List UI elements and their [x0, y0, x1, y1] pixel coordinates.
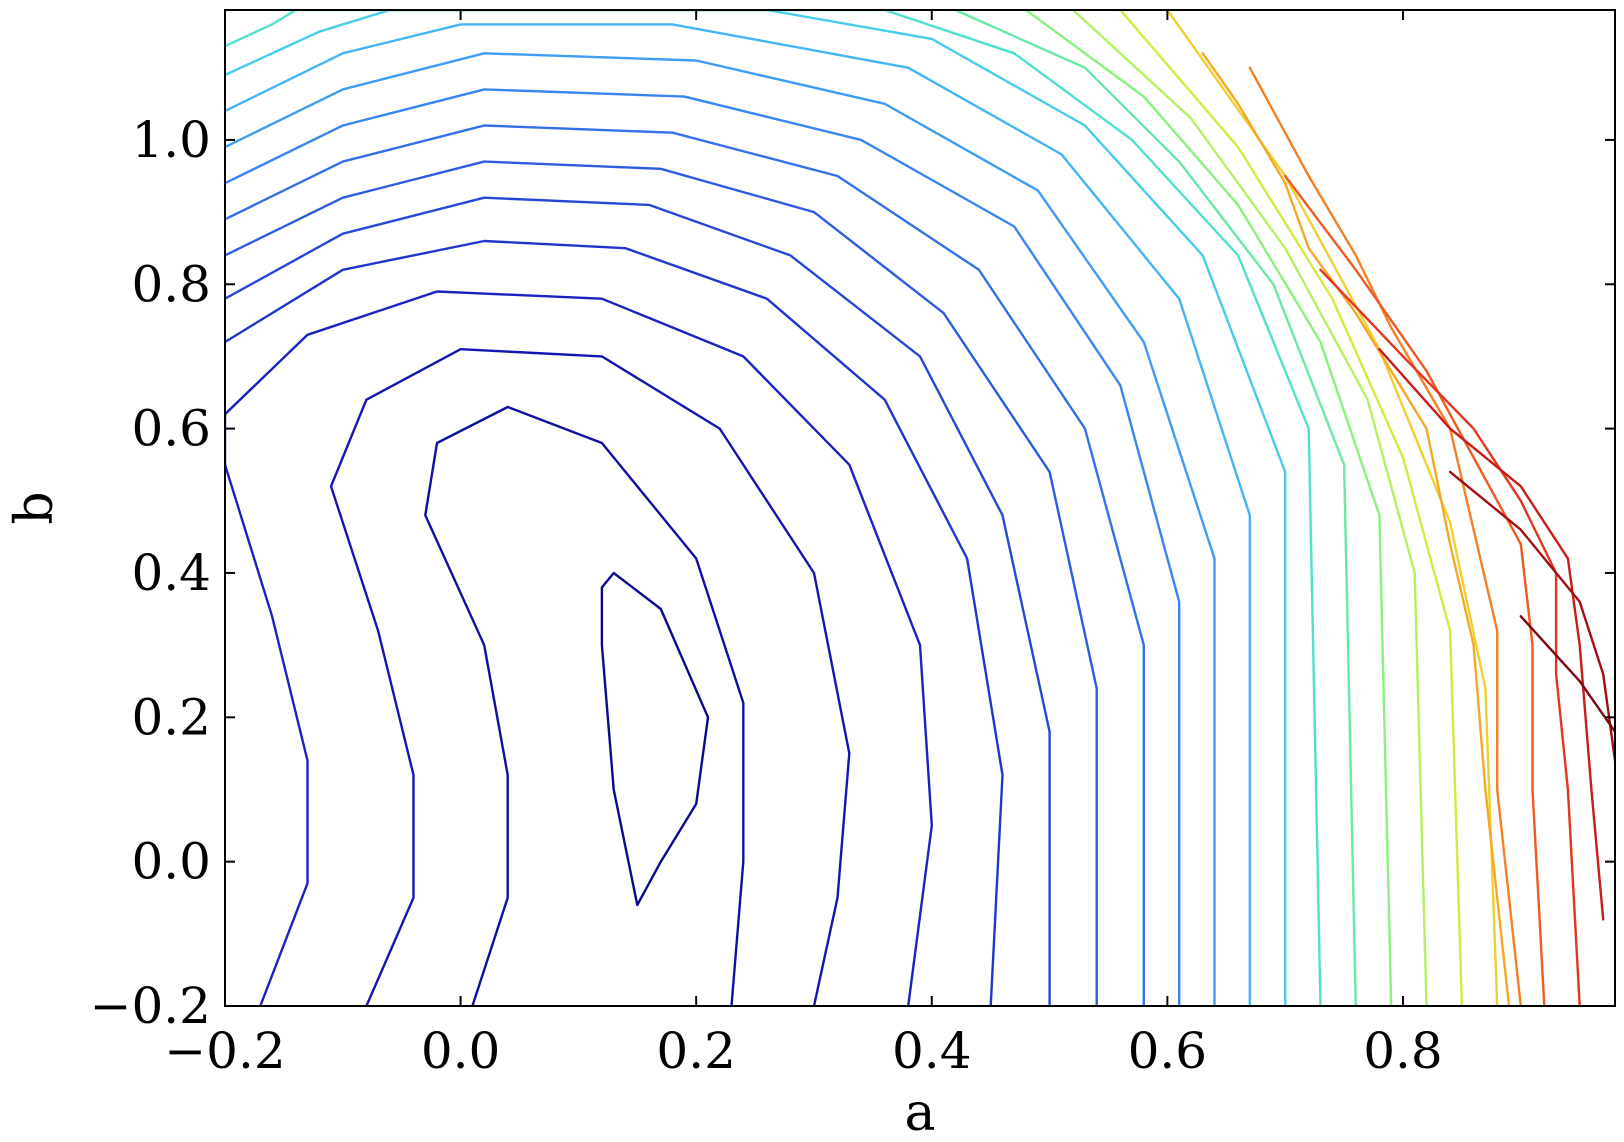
contour-level-1 [600, 571, 710, 907]
plot-frame [224, 9, 1616, 1007]
contour-level-8 [225, 124, 1146, 1006]
contour-level-7 [225, 160, 1098, 1006]
contour-level-6 [225, 196, 1051, 1006]
y-tick-label: 0.0 [131, 833, 211, 891]
contour-level-17 [1119, 10, 1464, 1006]
contour-level-10 [225, 52, 1216, 1006]
contour-level-13 [225, 10, 1322, 1006]
contour-level-18 [1166, 10, 1499, 1006]
contour-level-24 [1448, 470, 1615, 762]
contour-level-12 [225, 10, 1287, 1006]
contour-level-11 [225, 23, 1252, 1006]
contour-level-14 [954, 10, 1358, 1006]
x-tick-label: 0.8 [1363, 1022, 1443, 1080]
x-tick-label: 0.0 [421, 1022, 501, 1080]
x-tick-label: 0.6 [1128, 1022, 1208, 1080]
y-tick-label: 0.8 [131, 255, 211, 313]
contour-lines [225, 10, 1615, 1006]
contour-level-16 [1071, 10, 1428, 1006]
y-axis-label: b [5, 491, 65, 524]
y-tick-label: 1.0 [131, 111, 211, 169]
contour-level-15 [1024, 10, 1393, 1006]
x-axis-label: a [904, 1083, 935, 1142]
x-tick-label: 0.4 [892, 1022, 972, 1080]
contour-level-22 [1319, 268, 1581, 1006]
contour-level-9 [225, 88, 1181, 1006]
y-tick-label: 0.2 [131, 688, 211, 746]
contour-level-4 [225, 290, 933, 1006]
x-axis: −0.2 0.0 0.2 0.4 0.6 0.8 [164, 10, 1443, 1080]
contour-level-2 [424, 405, 745, 1006]
contour-level-23 [1378, 348, 1605, 921]
x-tick-label: −0.2 [164, 1022, 285, 1080]
contour-level-25 [1519, 615, 1615, 733]
y-tick-label: 0.6 [131, 400, 211, 458]
y-tick-label: 0.4 [131, 544, 211, 602]
contour-level-19 [1201, 52, 1511, 1006]
contour-level-3 [329, 348, 851, 1006]
contour-level-21 [1283, 174, 1546, 1006]
x-tick-label: 0.2 [656, 1022, 736, 1080]
y-tick-label: −0.2 [90, 977, 211, 1035]
y-axis: −0.2 0.0 0.2 0.4 0.6 0.8 1.0 [90, 111, 1615, 1035]
contour-level-20 [1248, 66, 1523, 1006]
contour-level-5 [225, 239, 1004, 1006]
